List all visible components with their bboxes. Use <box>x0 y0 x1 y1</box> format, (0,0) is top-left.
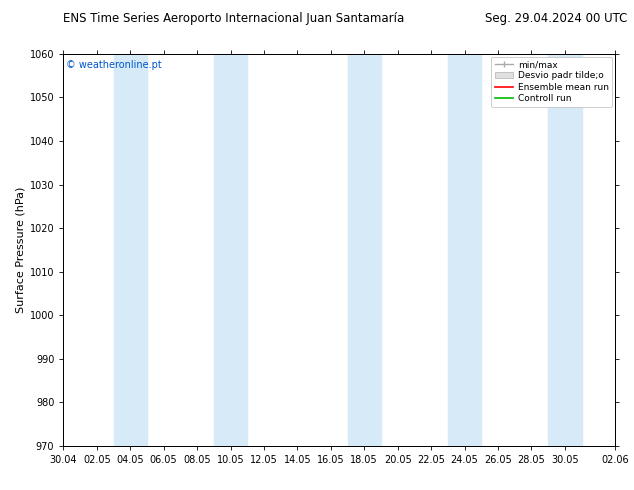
Bar <box>113 54 147 446</box>
Bar <box>347 54 381 446</box>
Bar <box>214 54 247 446</box>
Text: ENS Time Series Aeroporto Internacional Juan Santamaría: ENS Time Series Aeroporto Internacional … <box>63 12 404 25</box>
Bar <box>548 54 581 446</box>
Legend: min/max, Desvio padr tilde;o, Ensemble mean run, Controll run: min/max, Desvio padr tilde;o, Ensemble m… <box>491 57 612 107</box>
Text: Seg. 29.04.2024 00 UTC: Seg. 29.04.2024 00 UTC <box>485 12 628 25</box>
Text: © weatheronline.pt: © weatheronline.pt <box>66 60 162 70</box>
Y-axis label: Surface Pressure (hPa): Surface Pressure (hPa) <box>16 187 25 313</box>
Bar <box>448 54 481 446</box>
